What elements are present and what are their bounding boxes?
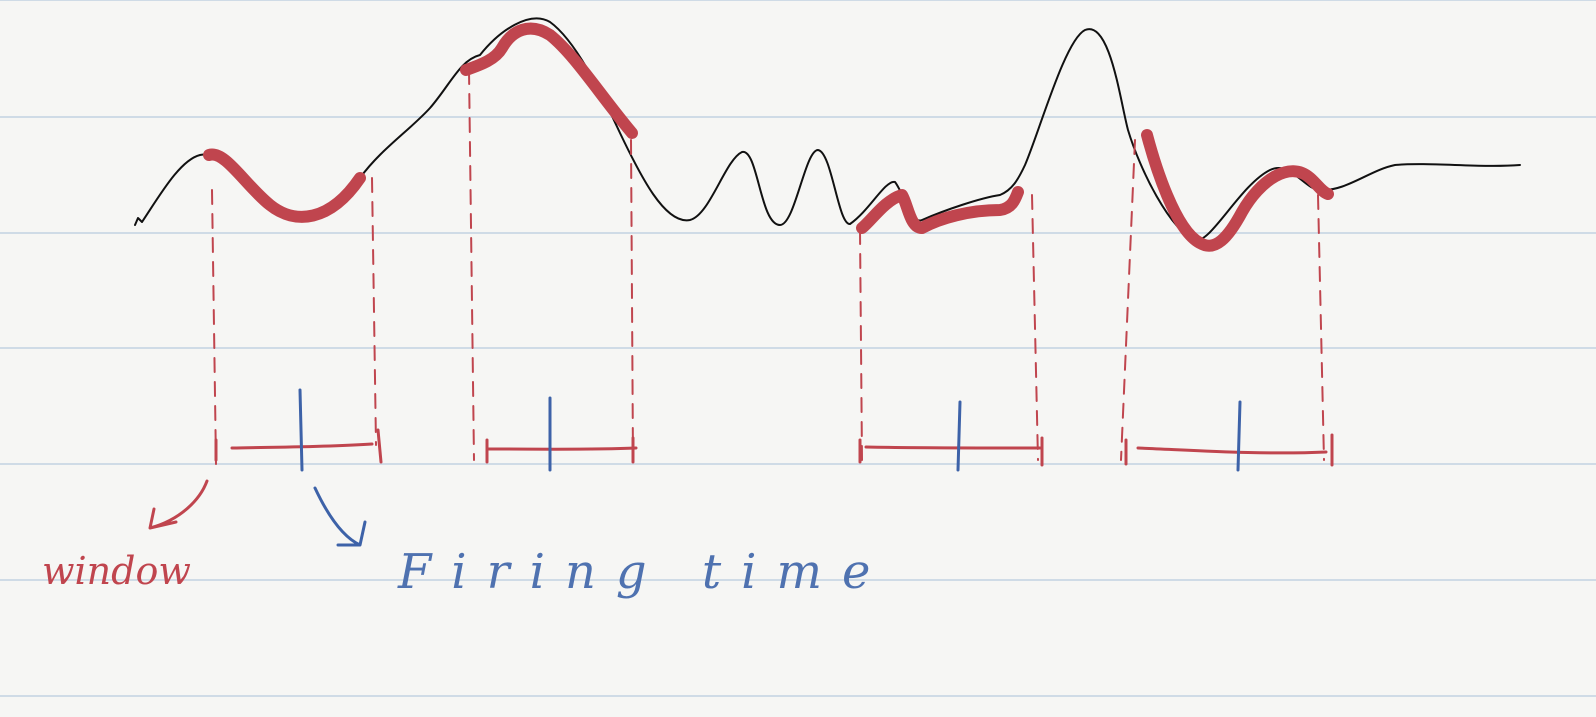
window-1-left-boundary <box>211 189 217 465</box>
firing-time-group <box>298 388 1242 472</box>
firing-time-marker-1 <box>298 388 304 472</box>
signal-trace <box>134 17 1521 242</box>
window-annotation: window <box>42 479 209 593</box>
window-boundary-group <box>211 69 1325 465</box>
window-1-right-boundary <box>371 177 377 446</box>
window-highlight-1 <box>203 148 366 223</box>
window-1-interval-tick-right <box>376 428 383 464</box>
window-2-interval-bar <box>486 446 638 451</box>
window-2-right-boundary <box>630 139 634 461</box>
firing-time-arrow-icon <box>313 486 367 547</box>
window-3-left-boundary <box>859 229 863 461</box>
window-4-left-boundary <box>1120 139 1136 461</box>
window-highlight-4 <box>1141 129 1334 252</box>
firing-time-label: Firing time <box>397 544 890 600</box>
window-interval-group <box>214 428 1334 467</box>
window-highlight-3 <box>856 186 1024 234</box>
window-3-right-boundary <box>1031 194 1039 461</box>
window-1-interval-bar <box>230 442 374 450</box>
window-label: window <box>42 549 191 593</box>
firing-time-marker-4 <box>1236 400 1242 472</box>
window-arrow-icon <box>148 479 209 530</box>
firing-time-annotation: Firing time <box>313 486 890 600</box>
window-4-interval-bar <box>1136 446 1328 455</box>
firing-time-marker-3 <box>956 400 962 472</box>
window-highlight-group <box>203 22 1334 252</box>
window-3-interval-bar <box>864 445 1042 450</box>
ruled-paper-lines <box>0 0 1596 697</box>
window-4-right-boundary <box>1317 194 1325 461</box>
window-highlight-2 <box>460 22 638 139</box>
window-2-left-boundary <box>468 69 475 461</box>
